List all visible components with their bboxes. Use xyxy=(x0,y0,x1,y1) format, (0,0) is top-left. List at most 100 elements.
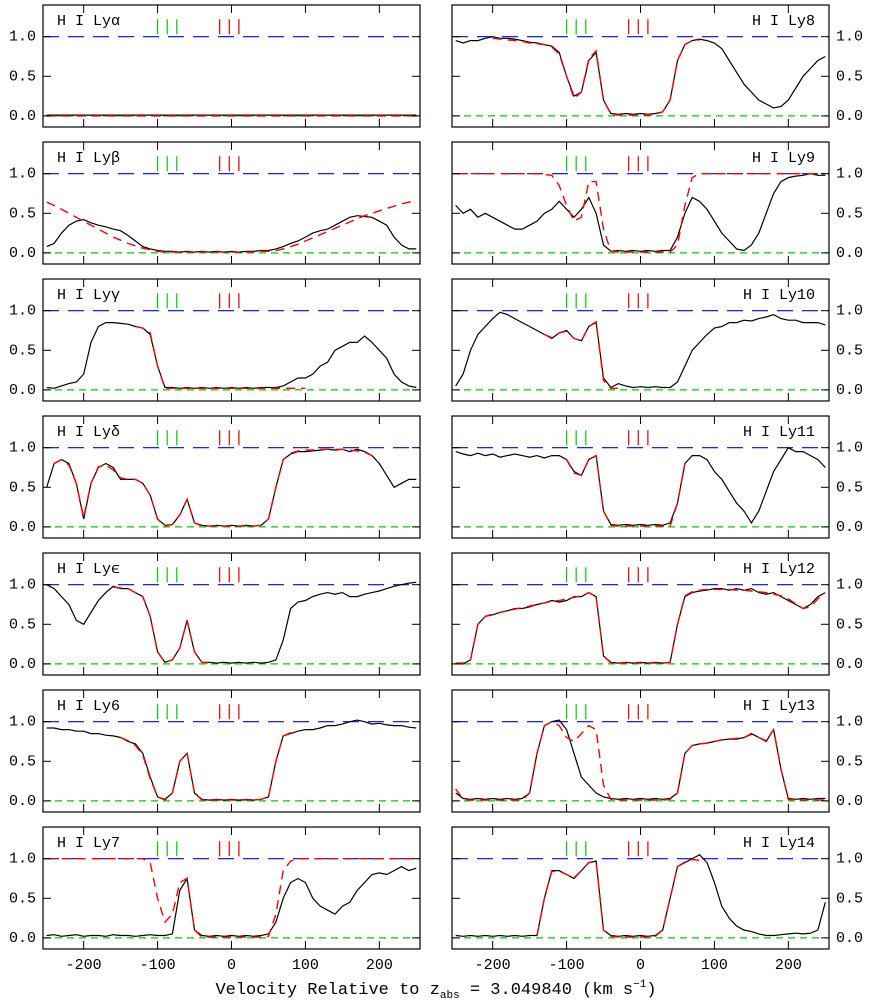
panel-title: H I Ly12 xyxy=(743,561,815,578)
y-tick-label: 0.5 xyxy=(9,68,36,85)
y-tick-label: 1.0 xyxy=(9,303,36,320)
y-tick-label: 0.5 xyxy=(9,342,36,359)
y-tick-label: 0.5 xyxy=(9,890,36,907)
y-tick-label: 1.0 xyxy=(9,714,36,731)
panel-title: H I Ly9 xyxy=(752,150,815,167)
model-line xyxy=(120,730,299,801)
y-tick-label: 0.5 xyxy=(9,205,36,222)
panel-title: H I Ly14 xyxy=(743,835,815,852)
x-label-superscript: −1 xyxy=(633,979,647,991)
model-line xyxy=(53,448,373,527)
flux-line xyxy=(455,853,826,937)
y-tick-label: 1.0 xyxy=(836,440,863,457)
y-tick-label: 1.0 xyxy=(836,714,863,731)
x-tick-label: 200 xyxy=(366,957,393,974)
panel-title: H I Ly7 xyxy=(57,835,120,852)
panel-title: H I Lyϵ xyxy=(57,561,120,578)
y-tick-label: 1.0 xyxy=(9,29,36,46)
panel-title: H I Lyγ xyxy=(57,287,120,304)
x-tick-label: -200 xyxy=(475,957,511,974)
y-tick-label: 1.0 xyxy=(9,166,36,183)
model-line xyxy=(113,586,210,664)
flux-line xyxy=(46,322,417,389)
x-tick-label: -100 xyxy=(140,957,176,974)
panel-title: H I Lyβ xyxy=(57,150,120,167)
y-tick-label: 0.0 xyxy=(9,793,36,810)
y-tick-label: 1.0 xyxy=(9,851,36,868)
y-tick-label: 0.0 xyxy=(836,793,863,810)
x-label-subscript: abs xyxy=(440,990,460,1002)
panel-title: H I Ly10 xyxy=(743,287,815,304)
model-line xyxy=(492,37,700,116)
flux-line xyxy=(46,719,417,801)
y-tick-label: 0.5 xyxy=(9,753,36,770)
y-tick-label: 0.0 xyxy=(836,245,863,262)
y-tick-label: 0.0 xyxy=(836,108,863,125)
y-tick-label: 1.0 xyxy=(836,29,863,46)
y-tick-label: 1.0 xyxy=(836,303,863,320)
x-axis-label: Velocity Relative to zabs = 3.049840 (km… xyxy=(215,979,656,1002)
x-tick-label: 100 xyxy=(292,957,319,974)
flux-line xyxy=(455,446,826,526)
y-tick-label: 0.0 xyxy=(836,930,863,947)
flux-line xyxy=(46,215,417,253)
y-tick-label: 0.0 xyxy=(9,382,36,399)
flux-line xyxy=(455,719,826,800)
y-tick-label: 0.0 xyxy=(9,108,36,125)
x-tick-label: 200 xyxy=(775,957,802,974)
x-tick-label: 0 xyxy=(227,957,236,974)
y-tick-label: 0.5 xyxy=(836,68,863,85)
y-tick-label: 0.5 xyxy=(836,753,863,770)
x-tick-label: 100 xyxy=(701,957,728,974)
model-line xyxy=(455,720,826,801)
y-tick-label: 0.0 xyxy=(836,656,863,673)
x-label-text: = 3.049840 (km s xyxy=(460,981,633,1000)
y-tick-label: 0.0 xyxy=(836,519,863,536)
y-tick-label: 0.5 xyxy=(9,616,36,633)
x-tick-label: -200 xyxy=(66,957,102,974)
x-tick-label: 0 xyxy=(636,957,645,974)
panel-title: H I Ly13 xyxy=(743,698,815,715)
model-line xyxy=(455,588,826,664)
panel-title: H I Lyα xyxy=(57,13,120,30)
model-line xyxy=(46,199,417,253)
panel-title: H I Ly6 xyxy=(57,698,120,715)
y-tick-label: 0.5 xyxy=(836,479,863,496)
flux-line xyxy=(455,311,826,389)
y-tick-label: 1.0 xyxy=(836,851,863,868)
x-tick-label: -100 xyxy=(549,957,585,974)
y-tick-label: 1.0 xyxy=(836,577,863,594)
x-label-text: Velocity Relative to z xyxy=(215,981,439,1000)
model-line xyxy=(46,858,417,938)
x-label-text: ) xyxy=(646,981,656,1000)
y-tick-label: 0.5 xyxy=(836,205,863,222)
y-tick-label: 0.0 xyxy=(836,382,863,399)
y-tick-label: 1.0 xyxy=(9,440,36,457)
flux-line xyxy=(455,587,826,665)
flux-line xyxy=(46,448,417,527)
y-tick-label: 0.5 xyxy=(836,616,863,633)
flux-line xyxy=(455,173,826,252)
flux-line xyxy=(46,581,417,664)
panel-title: H I Ly11 xyxy=(743,424,815,441)
y-tick-label: 0.5 xyxy=(9,479,36,496)
model-line xyxy=(565,454,686,527)
panel-title: H I Ly8 xyxy=(752,13,815,30)
flux-line xyxy=(46,865,417,937)
y-tick-label: 0.0 xyxy=(9,245,36,262)
y-tick-label: 1.0 xyxy=(9,577,36,594)
model-line xyxy=(135,325,306,389)
y-tick-label: 0.0 xyxy=(9,519,36,536)
flux-line xyxy=(455,36,826,115)
y-tick-label: 0.0 xyxy=(9,930,36,947)
y-tick-label: 0.5 xyxy=(836,342,863,359)
y-tick-label: 0.0 xyxy=(9,656,36,673)
y-tick-label: 0.5 xyxy=(836,890,863,907)
model-line xyxy=(455,173,826,253)
model-line xyxy=(536,858,708,938)
model-line xyxy=(544,320,619,389)
y-tick-label: 1.0 xyxy=(836,166,863,183)
panel-title: H I Lyδ xyxy=(57,424,120,441)
